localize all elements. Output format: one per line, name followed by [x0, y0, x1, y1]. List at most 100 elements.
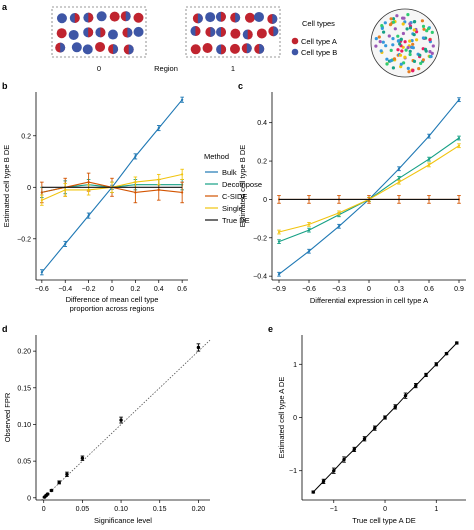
data-point — [49, 488, 54, 493]
data-point-bulk — [40, 271, 43, 274]
data-point — [57, 480, 61, 485]
panel-e-letter: e — [268, 324, 273, 334]
data-point — [65, 472, 69, 477]
cell-dot-mixed — [100, 27, 106, 38]
x-tick-label: 0 — [383, 506, 387, 513]
data-point-bulk — [277, 273, 281, 276]
cell-dot — [254, 11, 265, 22]
spot-dot — [382, 30, 386, 34]
y-tick-label: −1 — [289, 468, 297, 475]
data-point — [373, 426, 377, 430]
x-tick-label: −0.4 — [58, 286, 72, 293]
spot-dot — [380, 24, 384, 28]
data-point — [80, 456, 85, 460]
spot-dot — [401, 22, 405, 26]
data-point-single — [157, 178, 160, 181]
cell-dot — [230, 28, 241, 39]
data-point — [424, 373, 428, 377]
cell-dot-mixed — [220, 11, 226, 22]
spot-dot — [391, 20, 396, 24]
cell-dot — [229, 43, 240, 54]
cell-dot — [109, 11, 120, 22]
x-tick-label: 0.15 — [153, 506, 167, 513]
spot-dot — [379, 49, 383, 53]
cell-dot — [244, 12, 255, 23]
cell-dot-mixed — [128, 44, 134, 55]
data-point-cside — [181, 191, 184, 194]
data-point-single — [134, 181, 137, 184]
cell-dot-mixed — [221, 44, 227, 55]
data-point-bulk — [397, 167, 401, 170]
spot-dot — [428, 38, 432, 42]
cell-dot-mixed — [273, 26, 279, 37]
x-tick-label: 0.4 — [154, 286, 164, 293]
spot-dot — [403, 40, 407, 44]
spot-dot — [381, 40, 385, 44]
cell-dot-mixed — [235, 12, 241, 23]
data-point — [332, 469, 336, 473]
panel-d-chart: d 0 0.05 0.10 0.15 0.20 0 0.05 0.10 0.15 0.20 Signi… — [2, 324, 211, 525]
spot-dot — [385, 57, 389, 61]
x-tick-label: 0.2 — [131, 286, 141, 293]
cell-dot — [205, 12, 216, 23]
data-point — [414, 383, 418, 388]
cell-dot — [96, 11, 107, 22]
x-tick-label: 1 — [434, 506, 438, 513]
spot-dot — [398, 53, 403, 57]
spot-dot — [391, 66, 395, 70]
data-point-single — [397, 181, 401, 184]
region-1-cells — [190, 11, 279, 55]
data-point — [352, 447, 356, 452]
cell-dot — [82, 44, 93, 55]
cell-dot — [56, 28, 67, 39]
x-tick-label: −0.2 — [82, 286, 96, 293]
data-point-single — [64, 188, 67, 191]
y-tick-label: 0.2 — [21, 133, 31, 140]
spot-dot — [374, 37, 378, 41]
spot-dot — [422, 27, 426, 31]
data-point-cside — [87, 181, 90, 184]
spot-dot — [421, 58, 425, 62]
spot-dot — [389, 59, 393, 63]
x-axis-label: Significance level — [94, 516, 152, 525]
data-point-bulk — [64, 242, 67, 246]
series-line-single — [278, 145, 460, 233]
spot-dot — [419, 61, 423, 65]
data-point — [455, 341, 459, 345]
cell-dot — [190, 44, 201, 55]
x-axis-label: Difference of mean cell type — [66, 295, 159, 304]
spot-dot — [404, 48, 408, 52]
cell-type-a-label: Cell type A — [301, 37, 337, 46]
x-tick-label: 0 — [367, 286, 371, 293]
y-tick-label: 0.15 — [17, 385, 31, 392]
spot-dot — [408, 39, 412, 43]
spot-dot — [428, 50, 432, 54]
x-tick-label: −0.9 — [272, 286, 286, 293]
spot-dot — [400, 49, 404, 53]
spot-dot — [389, 17, 393, 21]
data-point-bulk — [457, 98, 461, 101]
y-axis-label: Estimated cell type B DE — [238, 145, 247, 228]
spot-dot — [430, 51, 434, 56]
spot-dot — [408, 26, 413, 30]
legend-decompose-label: Decompose — [222, 180, 262, 189]
panel-b-chart: b −0.6 −0.4 −0.2 0 0.2 0.4 0.6 −0.2 0 0.2 Differenc… — [2, 81, 188, 313]
spot-dot — [384, 44, 388, 48]
spot-dot — [391, 17, 396, 21]
data-point-decompose — [277, 240, 281, 243]
cell-dot — [256, 28, 267, 39]
region-0-cells — [55, 11, 144, 55]
spot-dot — [385, 62, 389, 66]
spot-dot — [407, 70, 411, 74]
data-point-decompose — [307, 229, 311, 232]
spot-dot — [430, 30, 434, 34]
x-tick-label: 0.9 — [454, 286, 464, 293]
spatial-spot-illustration — [370, 8, 440, 78]
spot-dot — [403, 55, 407, 59]
y-tick-label: 0 — [293, 415, 297, 422]
x-axis-label: proportion across regions — [70, 304, 155, 313]
cell-dot-mixed — [74, 13, 80, 24]
cell-dot-mixed — [246, 43, 252, 54]
data-point-single — [40, 199, 43, 202]
data-point-decompose — [427, 158, 431, 161]
